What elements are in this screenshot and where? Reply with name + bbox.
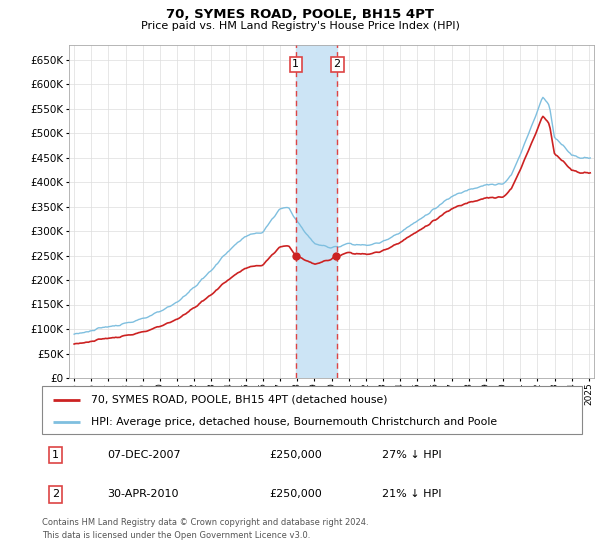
Text: 2: 2 xyxy=(52,489,59,499)
Text: Contains HM Land Registry data © Crown copyright and database right 2024.
This d: Contains HM Land Registry data © Crown c… xyxy=(42,518,368,539)
Text: £250,000: £250,000 xyxy=(269,450,322,460)
Text: HPI: Average price, detached house, Bournemouth Christchurch and Poole: HPI: Average price, detached house, Bour… xyxy=(91,417,497,427)
Text: 1: 1 xyxy=(292,59,299,69)
Text: 07-DEC-2007: 07-DEC-2007 xyxy=(107,450,181,460)
Text: 70, SYMES ROAD, POOLE, BH15 4PT: 70, SYMES ROAD, POOLE, BH15 4PT xyxy=(166,8,434,21)
Text: 21% ↓ HPI: 21% ↓ HPI xyxy=(382,489,442,499)
Text: 30-APR-2010: 30-APR-2010 xyxy=(107,489,178,499)
Text: £250,000: £250,000 xyxy=(269,489,322,499)
Text: 27% ↓ HPI: 27% ↓ HPI xyxy=(382,450,442,460)
Bar xyxy=(296,45,337,378)
Text: 1: 1 xyxy=(52,450,59,460)
Text: Price paid vs. HM Land Registry's House Price Index (HPI): Price paid vs. HM Land Registry's House … xyxy=(140,21,460,31)
Text: 2: 2 xyxy=(334,59,341,69)
Text: 70, SYMES ROAD, POOLE, BH15 4PT (detached house): 70, SYMES ROAD, POOLE, BH15 4PT (detache… xyxy=(91,395,387,405)
